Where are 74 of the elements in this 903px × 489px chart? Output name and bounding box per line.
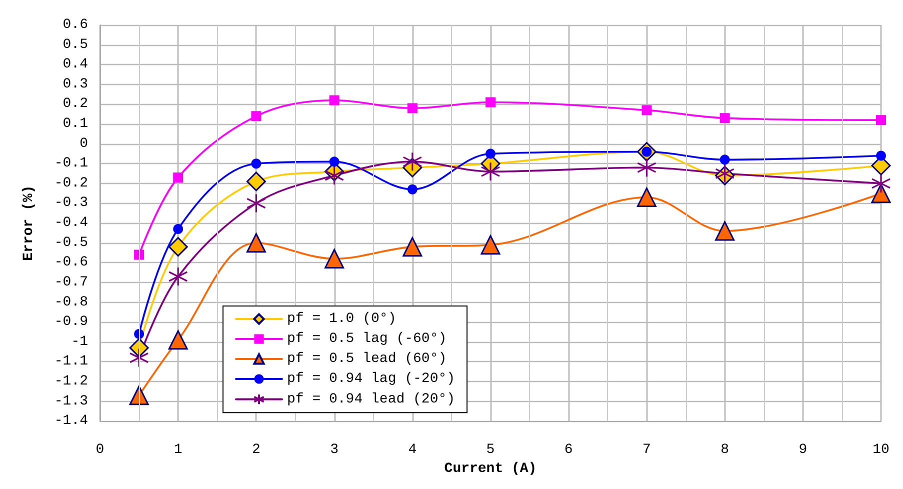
y-tick-label: -0.3 xyxy=(54,195,88,212)
point xyxy=(480,235,500,255)
y-tick-label: -1.4 xyxy=(54,413,88,430)
point xyxy=(715,221,735,241)
point xyxy=(329,156,340,167)
x-tick-label: 5 xyxy=(486,442,495,458)
point xyxy=(168,330,188,350)
y-tick-label: -1.2 xyxy=(54,373,88,390)
x-tick-label: 0 xyxy=(96,442,104,458)
point xyxy=(129,386,149,406)
point xyxy=(480,162,500,182)
x-tick-label: 3 xyxy=(330,442,339,458)
point xyxy=(402,152,422,172)
y-tick-label: -1.1 xyxy=(54,354,88,370)
y-tick-label: 0.6 xyxy=(62,17,88,33)
y-tick-label: -1 xyxy=(71,334,88,350)
y-tick-label: 0.4 xyxy=(62,56,88,73)
y-tick-label: 0 xyxy=(80,136,88,152)
point xyxy=(407,184,418,194)
point xyxy=(173,224,184,234)
point xyxy=(129,348,149,368)
x-tick-label: 8 xyxy=(720,442,730,458)
y-tick-label: -0.8 xyxy=(54,294,88,310)
point xyxy=(329,95,340,106)
y-tick-label: -0.7 xyxy=(54,274,88,290)
point xyxy=(251,111,262,122)
point xyxy=(324,166,344,186)
legend-label: pf = 0.94 lag (-20°) xyxy=(287,371,456,387)
point xyxy=(251,158,262,169)
point xyxy=(871,174,891,194)
legend-label: pf = 0.94 lead (20°) xyxy=(287,391,456,408)
x-tick-label: 9 xyxy=(798,442,808,458)
point xyxy=(871,184,891,204)
point xyxy=(720,154,730,165)
x-tick-label: 4 xyxy=(408,442,417,458)
legend-label: pf = 0.5 lead (60°) xyxy=(287,351,447,367)
point xyxy=(246,193,266,214)
point xyxy=(642,105,652,116)
point xyxy=(168,266,188,286)
legend-label: pf = 1.0 (0°) xyxy=(287,311,396,327)
y-tick-label: 0.3 xyxy=(62,76,88,92)
point xyxy=(402,237,422,257)
y-tick-label: 0.2 xyxy=(62,96,88,112)
y-tick-label: -0.2 xyxy=(54,175,88,192)
x-tick-label: 1 xyxy=(174,442,182,458)
y-tick-label: -0.5 xyxy=(54,234,88,251)
y-tick-label: -0.4 xyxy=(54,215,88,232)
point xyxy=(168,237,188,257)
point xyxy=(407,103,418,114)
x-tick-label: 7 xyxy=(642,442,651,458)
point xyxy=(876,150,886,161)
x-tick-label: 6 xyxy=(564,442,573,458)
point xyxy=(246,233,266,253)
y-axis-title: Error (%) xyxy=(21,185,37,261)
x-axis-title: Current (A) xyxy=(444,461,537,477)
point xyxy=(134,250,144,260)
x-tick-label: 2 xyxy=(252,442,260,458)
point xyxy=(173,172,184,182)
y-tick-label: 0.5 xyxy=(62,36,88,53)
point xyxy=(636,188,656,208)
point xyxy=(636,158,656,178)
y-tick-label: 0.1 xyxy=(62,116,88,132)
x-tick-label: 10 xyxy=(872,442,890,458)
point xyxy=(324,248,344,268)
point xyxy=(486,148,496,159)
point xyxy=(720,113,730,124)
legend-label: pf = 0.5 lag (-60°) xyxy=(287,331,447,347)
y-tick-label: -0.1 xyxy=(54,156,88,172)
point xyxy=(876,115,886,126)
point xyxy=(486,97,496,108)
y-tick-label: -0.9 xyxy=(54,314,88,330)
y-tick-label: -1.3 xyxy=(54,393,88,410)
point xyxy=(246,172,266,192)
y-tick-label: -0.6 xyxy=(54,254,88,271)
